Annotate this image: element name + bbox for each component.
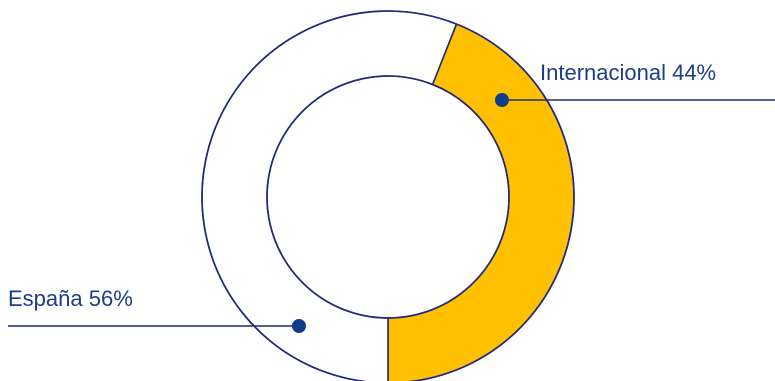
leader-layer	[8, 93, 775, 333]
slice-label-espana: España 56%	[8, 286, 133, 311]
inner-ring-circle	[266, 75, 510, 319]
outer-ring-circle	[201, 10, 575, 381]
internacional-marker	[495, 93, 509, 107]
outline-layer	[201, 10, 575, 381]
slice-label-internacional: Internacional 44%	[540, 60, 716, 85]
espana-marker	[292, 319, 306, 333]
